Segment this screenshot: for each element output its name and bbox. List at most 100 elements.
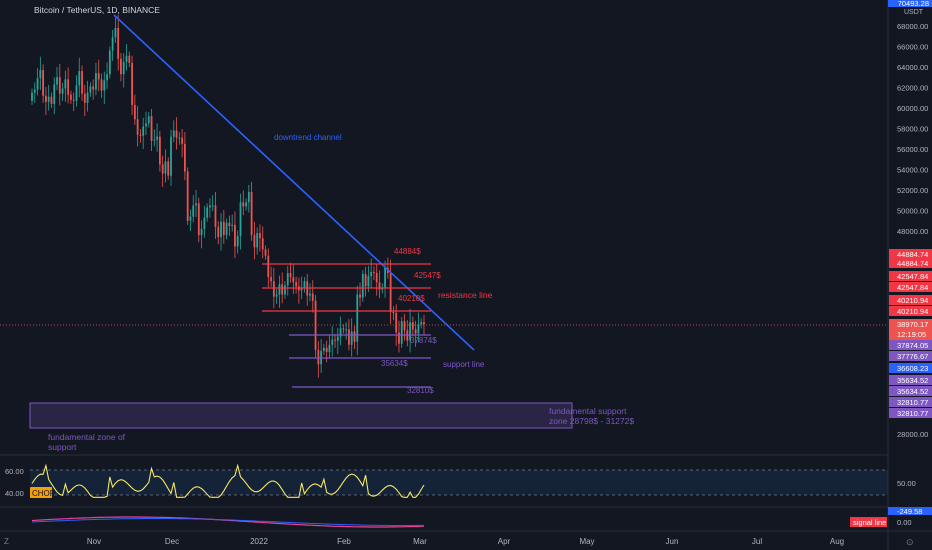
price-tick-62000: 62000.00	[897, 84, 928, 93]
candle-body-47	[161, 164, 164, 174]
candle-body-90	[281, 284, 284, 295]
candle-body-19	[83, 93, 86, 103]
candle-body-123	[373, 272, 375, 274]
signal-zero: 0.00	[897, 518, 912, 527]
price-tag-bg-12	[889, 408, 932, 418]
candle-body-42	[147, 116, 150, 124]
signal-legend: signal line	[853, 518, 886, 527]
candle-body-119	[361, 274, 364, 298]
candle-body-137	[411, 322, 414, 330]
candle-body-0	[31, 92, 33, 101]
price-tag-8: 36608.23	[897, 364, 928, 373]
time-tick-Nov: Nov	[87, 537, 101, 546]
price-tag-11: 32810.77	[897, 398, 928, 407]
candle-body-20	[86, 92, 89, 103]
candle-body-3	[39, 70, 42, 79]
toolbar-left-glyph[interactable]: Z	[4, 537, 9, 546]
candle-body-35	[128, 55, 131, 63]
candle-body-93	[289, 273, 292, 278]
downtrend-line[interactable]	[113, 14, 475, 351]
candle-body-107	[328, 344, 331, 352]
candle-body-89	[278, 284, 281, 295]
support-level-label-2: 32810$	[407, 386, 434, 395]
price-tag-0: 44884.74	[897, 250, 928, 259]
candle-body-44	[153, 139, 156, 141]
candle-body-14	[70, 94, 72, 100]
downtrend-label: downtrend channel	[274, 133, 342, 142]
candle-body-75	[239, 202, 242, 237]
candle-body-115	[350, 331, 353, 345]
candle-body-139	[417, 324, 420, 334]
candle-body-73	[234, 224, 236, 247]
price-tag-7: 37776.67	[897, 352, 928, 361]
price-tick-60000: 60000.00	[897, 104, 928, 113]
candle-body-72	[231, 224, 234, 226]
chop-band	[30, 470, 888, 495]
price-tick-64000: 64000.00	[897, 63, 928, 72]
candle-body-9	[56, 77, 58, 85]
support-label: support line	[443, 360, 485, 369]
candle-body-12	[64, 79, 67, 89]
candle-body-33	[122, 61, 125, 75]
candle-body-17	[78, 71, 81, 86]
candle-body-81	[256, 233, 259, 248]
candle-body-105	[323, 347, 325, 351]
candle-body-132	[398, 332, 400, 344]
candle-body-68	[220, 221, 222, 238]
candle-body-112	[342, 328, 345, 330]
settings-icon[interactable]: ⊙	[906, 537, 914, 547]
countdown: 12:19:05	[897, 330, 926, 339]
price-tag-bg-1	[889, 258, 932, 268]
fundamental-zone-rect[interactable]	[29, 402, 573, 429]
candle-body-76	[242, 202, 245, 207]
candle-body-2	[36, 78, 39, 90]
candle-body-59	[195, 203, 197, 206]
candle-body-86	[270, 277, 272, 282]
candle-body-74	[236, 236, 239, 247]
chop-legend-badge[interactable]	[30, 487, 52, 498]
candle-body-34	[125, 55, 128, 62]
price-tag-bg-5	[889, 306, 932, 316]
candle-body-7	[50, 96, 53, 104]
candle-body-138	[414, 329, 417, 334]
symbol-title[interactable]: Bitcoin / TetherUS, 1D, BINANCE	[34, 5, 160, 15]
candle-body-118	[359, 294, 361, 298]
price-tag-4: 40210.94	[897, 296, 928, 305]
candle-body-5	[45, 95, 47, 102]
candle-body-110	[336, 336, 339, 341]
candle-body-6	[47, 96, 50, 102]
time-tick-Dec: Dec	[165, 537, 179, 546]
candle-body-29	[111, 37, 114, 51]
time-tick-Mar: Mar	[413, 537, 427, 546]
candle-body-79	[250, 192, 253, 236]
candle-body-1	[33, 89, 36, 93]
resistance-label: resistance line	[438, 290, 493, 300]
candle-body-46	[158, 136, 161, 165]
price-tag-bg-0	[889, 249, 932, 259]
price-tag-3: 42547.84	[897, 283, 928, 292]
candle-body-22	[92, 86, 95, 90]
resistance-level-label-2: 40210$	[398, 294, 425, 303]
candle-body-27	[106, 74, 108, 81]
currency-label[interactable]: USDT	[904, 9, 924, 16]
fundamental-zone-label-1: fundamental zone of	[48, 432, 126, 442]
price-tag-bg-6	[889, 340, 932, 350]
candle-body-84	[264, 249, 267, 256]
candle-body-24	[97, 73, 100, 80]
price-tag-6: 37874.05	[897, 341, 928, 350]
candle-body-48	[164, 161, 167, 174]
candle-body-45	[156, 136, 158, 140]
candle-body-101	[311, 293, 314, 301]
candle-body-61	[200, 228, 203, 236]
time-tick-2022: 2022	[250, 537, 268, 546]
candle-body-4	[42, 70, 45, 96]
chop-right-label: 50.00	[897, 479, 916, 488]
price-tick-68000: 68000.00	[897, 22, 928, 31]
candle-body-52	[175, 130, 178, 138]
signal-legend-badge[interactable]	[850, 517, 887, 527]
candle-body-80	[253, 235, 256, 248]
candle-body-69	[222, 221, 225, 236]
candle-body-134	[403, 321, 406, 331]
